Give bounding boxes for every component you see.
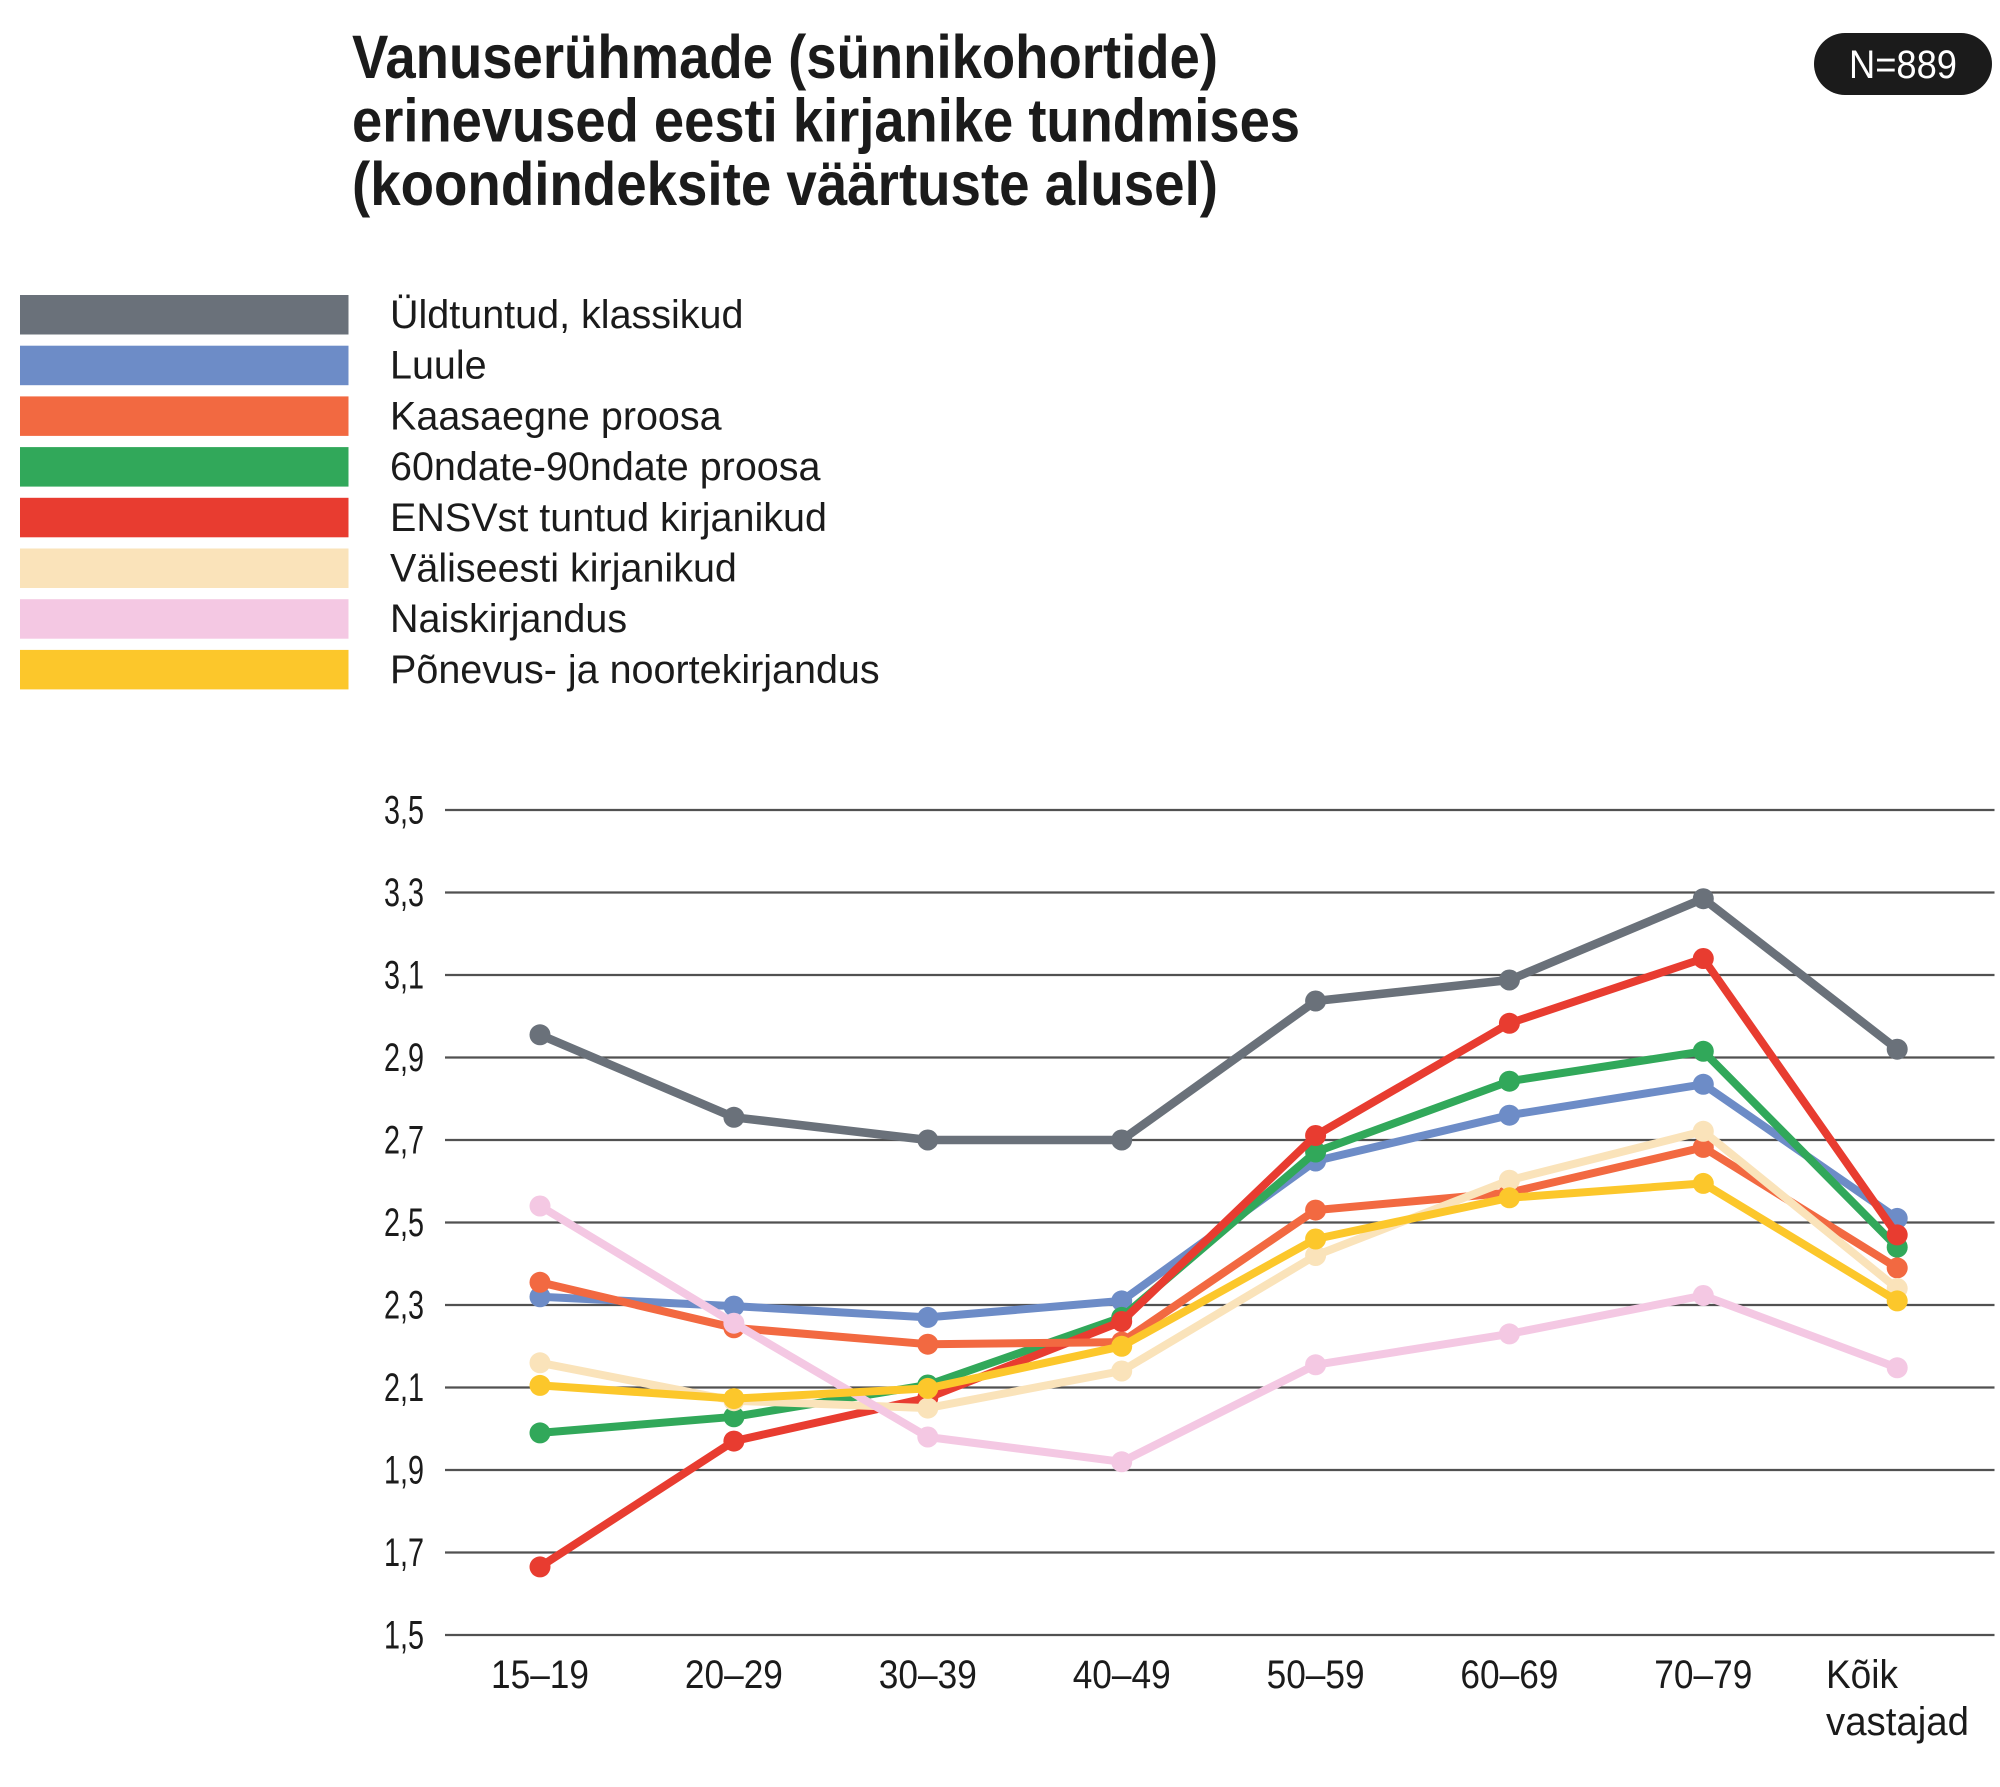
svg-text:15–19: 15–19 xyxy=(491,1653,589,1697)
svg-text:Vanuserühmade (sünnikohortide): Vanuserühmade (sünnikohortide) xyxy=(352,23,1218,91)
svg-text:70–79: 70–79 xyxy=(1654,1653,1752,1697)
svg-text:Põnevus- ja noortekirjandus: Põnevus- ja noortekirjandus xyxy=(390,648,880,692)
svg-text:(koondindeksite väärtuste alus: (koondindeksite väärtuste alusel) xyxy=(352,150,1218,218)
svg-text:50–59: 50–59 xyxy=(1267,1653,1365,1697)
svg-text:3,5: 3,5 xyxy=(384,789,424,833)
svg-text:3,3: 3,3 xyxy=(384,871,424,915)
svg-text:vastajad: vastajad xyxy=(1826,1700,1969,1744)
svg-text:40–49: 40–49 xyxy=(1073,1653,1171,1697)
svg-text:20–29: 20–29 xyxy=(685,1653,783,1697)
svg-text:erinevused eesti kirjanike tun: erinevused eesti kirjanike tundmises xyxy=(352,87,1300,155)
svg-text:3,1: 3,1 xyxy=(384,954,424,998)
svg-text:Üldtuntud, klassikud: Üldtuntud, klassikud xyxy=(390,293,744,337)
svg-text:Luule: Luule xyxy=(390,344,487,388)
svg-text:60–69: 60–69 xyxy=(1460,1653,1558,1697)
svg-text:1,7: 1,7 xyxy=(384,1531,424,1575)
svg-text:2,7: 2,7 xyxy=(384,1119,424,1163)
svg-text:60ndate-90ndate proosa: 60ndate-90ndate proosa xyxy=(390,445,821,489)
svg-text:Kaasaegne proosa: Kaasaegne proosa xyxy=(390,394,722,438)
svg-text:Kõik: Kõik xyxy=(1826,1653,1898,1697)
svg-text:N=889: N=889 xyxy=(1849,43,1957,87)
svg-text:2,9: 2,9 xyxy=(384,1036,424,1080)
svg-text:2,1: 2,1 xyxy=(384,1366,424,1410)
svg-text:30–39: 30–39 xyxy=(879,1653,977,1697)
svg-text:1,5: 1,5 xyxy=(384,1614,424,1658)
svg-text:2,5: 2,5 xyxy=(384,1201,424,1245)
svg-text:1,9: 1,9 xyxy=(384,1449,424,1493)
svg-text:2,3: 2,3 xyxy=(384,1284,424,1328)
svg-text:Naiskirjandus: Naiskirjandus xyxy=(390,597,627,641)
svg-text:Väliseesti kirjanikud: Väliseesti kirjanikud xyxy=(390,547,737,591)
svg-text:ENSVst tuntud kirjanikud: ENSVst tuntud kirjanikud xyxy=(390,496,827,540)
